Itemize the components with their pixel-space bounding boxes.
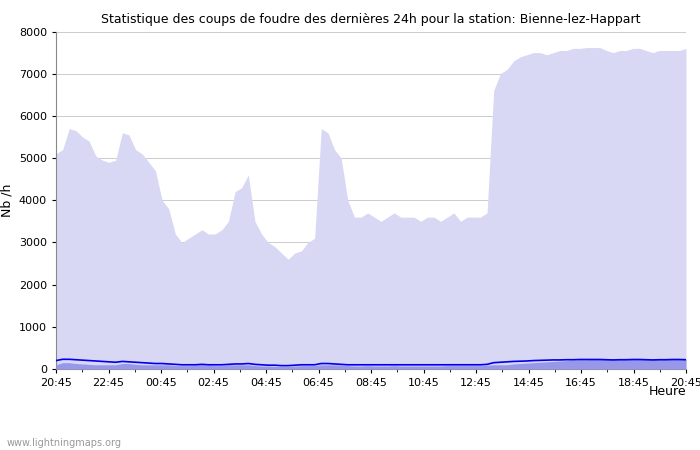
Text: Heure: Heure [648,385,686,398]
Text: www.lightningmaps.org: www.lightningmaps.org [7,438,122,448]
Y-axis label: Nb /h: Nb /h [0,184,13,217]
Title: Statistique des coups de foudre des dernières 24h pour la station: Bienne-lez-Ha: Statistique des coups de foudre des dern… [102,13,640,26]
